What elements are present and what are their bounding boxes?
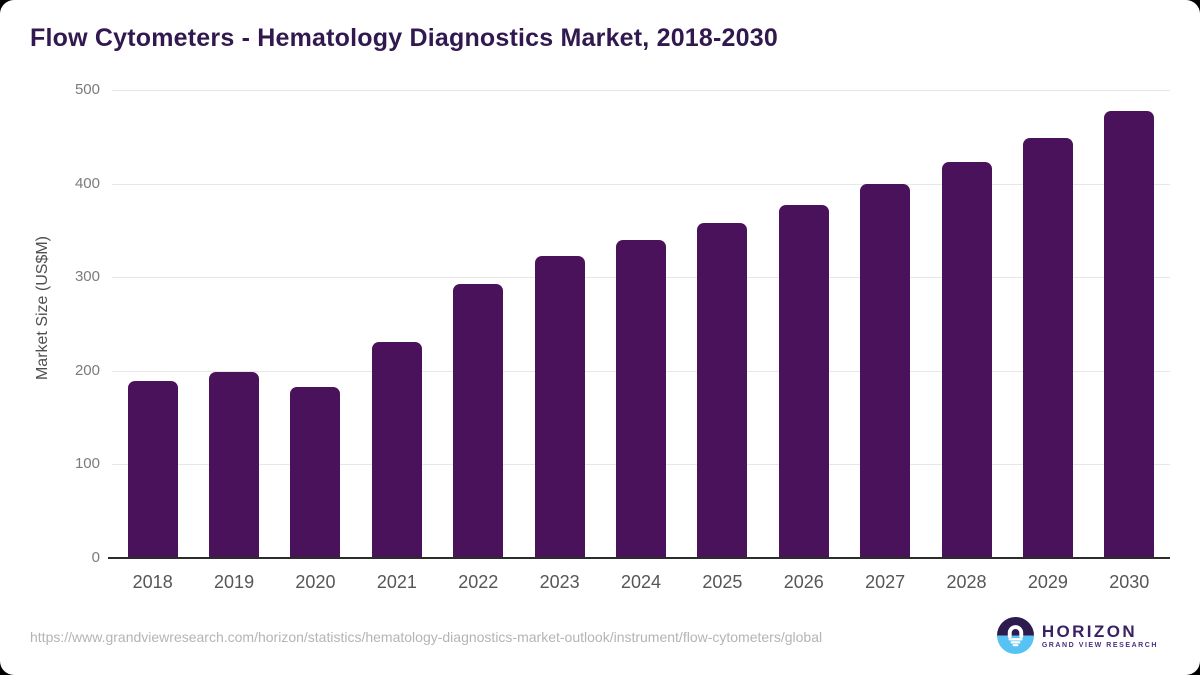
y-tick-label: 200 (74, 361, 100, 379)
x-tick-label: 2028 (946, 571, 987, 592)
x-tick-label: 2025 (702, 571, 743, 592)
x-tick-label: 2018 (132, 571, 173, 592)
bar-chart: Market Size (US$M) 0 100 200 300 400 500 2018 2… (34, 81, 1170, 592)
x-tick-label: 2020 (295, 571, 336, 592)
bar (1022, 137, 1073, 558)
y-tick-label: 400 (74, 174, 100, 192)
bar (453, 284, 504, 558)
bar (290, 387, 341, 558)
x-tick-label: 2024 (620, 571, 662, 592)
bar (941, 161, 992, 558)
horizon-logo-subtitle: GRAND VIEW RESEARCH (1041, 642, 1158, 649)
source-url: https://www.grandviewresearch.com/horizo… (30, 629, 823, 645)
x-tick-label: 2023 (539, 571, 580, 592)
footer: https://www.grandviewresearch.com/horizo… (0, 615, 1200, 675)
bar (209, 372, 260, 558)
y-tick-label: 300 (74, 268, 100, 285)
bar (616, 239, 666, 558)
x-tick-label: 2030 (1109, 571, 1150, 592)
gridline (112, 183, 1170, 185)
page-title: Flow Cytometers - Hematology Diagnostics… (30, 24, 778, 52)
bar (127, 380, 178, 558)
x-tick-label: 2027 (865, 571, 906, 592)
y-tick-label: 0 (91, 548, 100, 566)
bar (534, 256, 585, 558)
horizon-logo-name: HORIZON (1041, 622, 1137, 641)
x-tick-label: 2022 (458, 571, 499, 592)
x-tick-label: 2026 (783, 571, 824, 592)
y-tick-label: 100 (74, 455, 100, 472)
bar (1104, 110, 1155, 558)
horizon-logo: HORIZON GRAND VIEW RESEARCH (996, 617, 1158, 654)
y-tick-label: 500 (74, 81, 100, 98)
y-axis-title: Market Size (US$M) (34, 235, 51, 381)
bar (778, 205, 829, 558)
bar (860, 183, 911, 558)
x-tick-label: 2029 (1027, 571, 1068, 592)
gridline (112, 90, 1170, 91)
x-tick-label: 2021 (376, 571, 417, 592)
horizon-logo-text: HORIZON GRAND VIEW RESEARCH (1042, 622, 1158, 649)
bar (697, 222, 748, 558)
x-axis-line (108, 556, 1170, 559)
sun-horizon-icon (996, 617, 1034, 654)
x-tick-label: 2019 (214, 571, 255, 592)
bar (371, 341, 422, 558)
